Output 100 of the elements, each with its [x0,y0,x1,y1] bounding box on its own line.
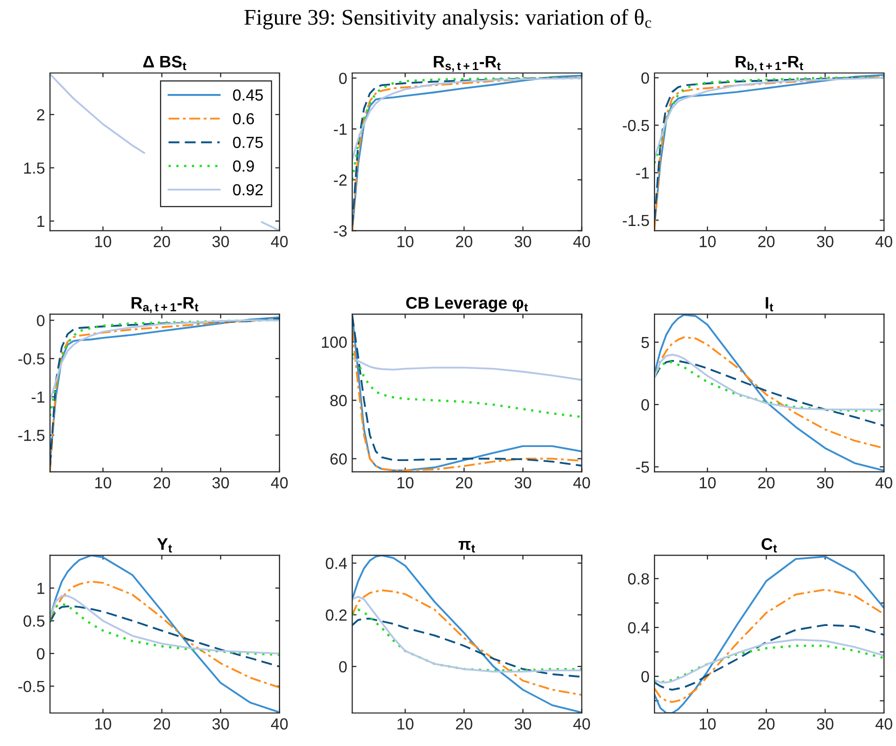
y-tick-label: 100 [322,336,347,348]
x-tick-label: 40 [573,236,590,248]
x-tick-label: 30 [816,718,834,730]
y-tick-label: -1 [32,392,44,403]
y-tick-label: 0 [641,72,650,84]
x-tick-label: 10 [398,236,414,248]
x-tick-label: 20 [456,718,472,730]
line-series [50,605,280,668]
x-tick-label: 20 [456,477,472,488]
x-tick-label: 10 [398,477,414,488]
x-tick-label: 10 [95,236,112,248]
y-tick-label: 1 [37,582,44,594]
x-tick-label: 10 [95,477,112,488]
y-tick-label: 0.5 [24,615,44,627]
x-tick-label: 20 [154,477,170,488]
y-tick-label: -0.5 [622,120,649,132]
line-series [352,608,582,672]
x-tick-label: 40 [875,236,892,248]
line-series [654,360,884,427]
line-series [50,319,280,402]
x-tick-label: 40 [573,718,590,730]
x-tick-label: 30 [212,236,229,248]
x-tick-label: 30 [212,718,229,730]
y-tick-label: -0.5 [18,353,44,365]
chart-title: CB Leverage φ$_{t}$ [406,296,528,312]
x-tick-label: 40 [573,477,590,488]
x-tick-label: 20 [758,718,775,730]
chart-title: π$_{t}$ [458,540,475,553]
y-tick-label: 0.4 [628,622,650,634]
chart-title: I$_{t}$ [766,297,774,312]
y-tick-label: 0 [36,314,45,326]
line-series [352,357,582,381]
y-tick-label: -1.5 [18,430,44,442]
line-series [50,319,280,418]
x-tick-label: 40 [875,718,892,730]
y-tick-label: -1.5 [622,214,649,226]
y-tick-label: 60 [330,453,347,465]
legend-label: 0.9 [233,160,254,172]
legend-label: 0.6 [233,113,254,124]
y-tick-label: 0 [339,72,347,84]
x-tick-label: 10 [700,477,716,488]
legend-label: 0.75 [233,136,263,148]
chart-title: R$_{b,t+1}$-R$_{t}$ [736,56,804,72]
y-tick-label: 80 [330,394,347,406]
line-series [50,580,280,688]
legend-label: 0.92 [233,184,263,196]
chart-title: Y$_{t}$ [157,538,172,553]
legend-label: 0.45 [233,89,263,101]
line-series [352,77,582,160]
line-series [352,589,582,696]
x-tick-label: 30 [514,236,532,248]
y-tick-label: -1 [636,168,649,178]
x-tick-label: 20 [154,718,170,730]
line-series [654,314,884,472]
x-tick-label: 10 [700,236,716,248]
y-tick-label: 0 [339,661,347,672]
x-tick-label: 30 [514,477,532,488]
y-tick-label: 0.2 [326,609,347,621]
line-series [654,588,884,703]
line-series [352,596,582,673]
line-series [50,555,280,713]
x-tick-label: 40 [270,718,288,730]
x-tick-label: 20 [154,236,170,248]
x-tick-label: 10 [700,718,716,730]
y-tick-label: 0 [641,670,650,682]
y-tick-label: -3 [334,225,347,237]
chart-title: C$_{t}$ [762,538,777,553]
x-tick-label: 40 [270,236,288,248]
y-tick-label: 5 [641,337,649,348]
x-tick-label: 30 [212,477,229,488]
line-series [352,618,582,678]
x-tick-label: 20 [456,236,472,248]
line-series [654,624,884,691]
y-tick-label: 0.4 [326,558,347,570]
line-series [352,352,582,418]
x-tick-label: 10 [95,718,112,730]
line-series [654,556,884,713]
y-tick-label: -5 [636,462,649,473]
y-tick-label: 0 [641,399,650,410]
chart-title: R$_{s,t+1}$-R$_{t}$ [434,56,501,72]
x-tick-label: 30 [816,236,834,248]
x-tick-label: 20 [758,477,775,488]
y-tick-label: -1 [334,124,347,135]
y-tick-label: -0.5 [18,680,44,692]
x-tick-label: 30 [816,477,834,488]
chart-title: R$_{a,t+1}$-R$_{t}$ [132,297,198,314]
y-tick-label: 0 [36,648,45,660]
x-tick-label: 40 [875,477,892,488]
y-tick-label: 1.5 [24,162,44,174]
x-tick-label: 20 [758,236,775,248]
y-tick-label: 2 [37,109,44,120]
chart-title: Δ BS$_{t}$ [143,56,186,70]
x-tick-label: 40 [270,477,288,488]
x-tick-label: 30 [514,718,532,730]
caption: Figure 39: Sensitivity analysis: variation of θ$_{c}$ [244,8,652,30]
line-series [654,354,884,410]
y-tick-label: 1 [37,216,44,227]
line-series [352,555,582,713]
y-tick-label: 0.8 [628,573,649,585]
x-tick-label: 10 [398,718,414,730]
